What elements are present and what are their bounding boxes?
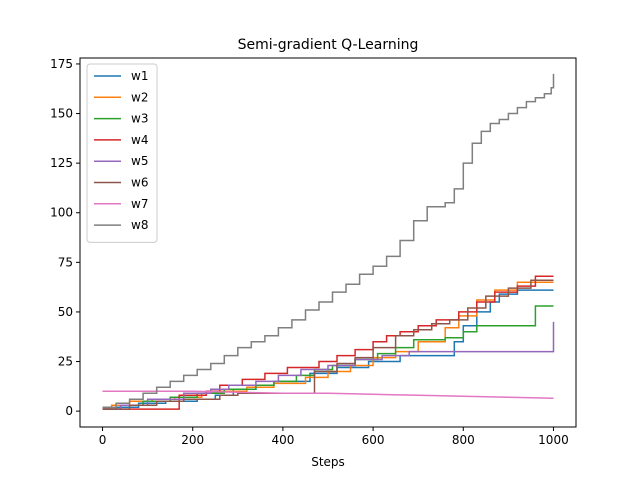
y-tick-label: 100: [50, 206, 73, 220]
series-line-w5: [102, 321, 555, 410]
ticks-layer: 0 200 400 600 800 1000 0 25 50 75 100 125 150 175: [50, 57, 569, 447]
legend-label-w2: w2: [131, 90, 148, 104]
x-tick-label: 1000: [538, 433, 569, 447]
y-tick-label: 175: [50, 57, 73, 71]
y-tick-label: 25: [58, 355, 73, 369]
x-tick-label: 400: [271, 433, 294, 447]
legend: w1 w2 w3 w4 w5 w6 w7 w8: [86, 63, 158, 243]
series-line-w6: [102, 279, 554, 410]
x-axis-label: Steps: [311, 455, 345, 469]
legend-box: [86, 63, 158, 243]
legend-label-w6: w6: [131, 176, 148, 190]
x-tick-label: 800: [452, 433, 475, 447]
series-line-w7: [102, 390, 554, 399]
legend-label-w5: w5: [131, 154, 148, 168]
plot-frame: [79, 57, 577, 428]
legend-label-w8: w8: [131, 218, 148, 232]
y-tick-label: 0: [65, 404, 73, 418]
legend-label-w1: w1: [131, 69, 148, 83]
series-layer: [102, 73, 555, 410]
y-tick-label: 75: [58, 255, 73, 269]
legend-label-w4: w4: [131, 133, 148, 147]
y-tick-label: 150: [50, 107, 73, 121]
y-tick-label: 50: [58, 305, 73, 319]
x-tick-label: 200: [181, 433, 204, 447]
x-tick-label: 600: [362, 433, 385, 447]
legend-label-w7: w7: [131, 197, 148, 211]
chart-title: Semi-gradient Q-Learning: [238, 37, 419, 53]
series-line-w8: [102, 73, 555, 408]
x-tick-label: 0: [99, 433, 107, 447]
series-line-w4: [102, 275, 554, 410]
legend-label-w3: w3: [131, 112, 148, 126]
y-tick-label: 125: [50, 156, 73, 170]
